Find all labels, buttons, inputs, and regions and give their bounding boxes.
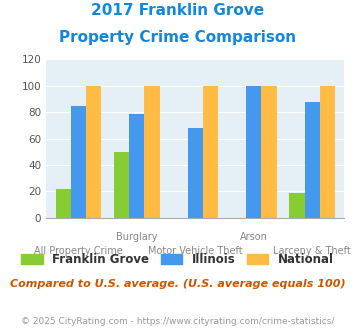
- Text: Property Crime Comparison: Property Crime Comparison: [59, 30, 296, 45]
- Legend: Franklin Grove, Illinois, National: Franklin Grove, Illinois, National: [17, 248, 338, 271]
- Bar: [289, 193, 305, 218]
- Text: Larceny & Theft: Larceny & Theft: [273, 246, 351, 255]
- Text: All Property Crime: All Property Crime: [34, 246, 123, 255]
- Bar: [320, 86, 335, 218]
- Bar: [144, 86, 160, 218]
- Text: Motor Vehicle Theft: Motor Vehicle Theft: [148, 246, 242, 255]
- Bar: [188, 128, 203, 218]
- Text: 2017 Franklin Grove: 2017 Franklin Grove: [91, 3, 264, 18]
- Bar: [86, 86, 101, 218]
- Bar: [305, 102, 320, 218]
- Bar: [114, 152, 129, 218]
- Text: Burglary: Burglary: [116, 232, 158, 242]
- Text: Compared to U.S. average. (U.S. average equals 100): Compared to U.S. average. (U.S. average …: [10, 279, 345, 289]
- Text: © 2025 CityRating.com - https://www.cityrating.com/crime-statistics/: © 2025 CityRating.com - https://www.city…: [21, 317, 334, 326]
- Bar: [55, 189, 71, 218]
- Bar: [203, 86, 218, 218]
- Bar: [71, 106, 86, 218]
- Bar: [129, 114, 144, 218]
- Bar: [246, 86, 261, 218]
- Bar: [261, 86, 277, 218]
- Text: Arson: Arson: [240, 232, 268, 242]
